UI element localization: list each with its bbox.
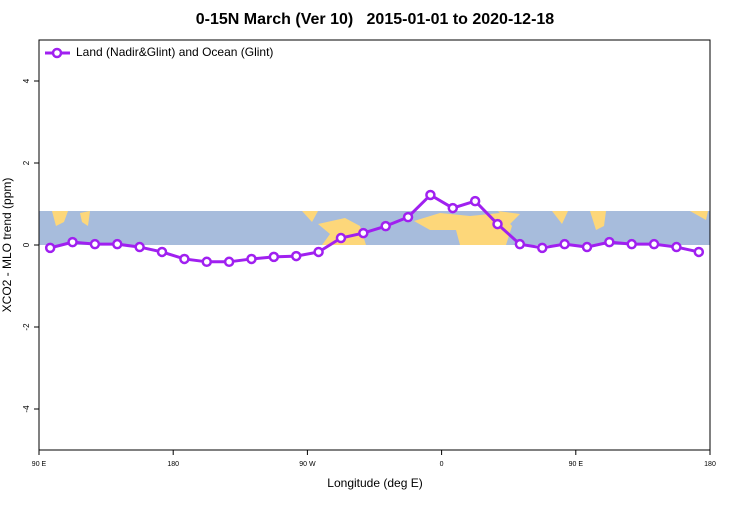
y-tick-label: -2 xyxy=(22,323,31,331)
data-point xyxy=(671,241,682,253)
data-point xyxy=(268,251,280,263)
chart-title: 0-15N March (Ver 10) 2015-01-01 to 2020-… xyxy=(196,11,555,28)
x-tick-label: 180 xyxy=(167,461,179,468)
data-point xyxy=(537,242,548,254)
data-point xyxy=(223,256,235,268)
data-point xyxy=(425,189,436,201)
data-point xyxy=(693,246,705,258)
x-tick-label: 90 E xyxy=(32,461,47,468)
data-point xyxy=(648,238,660,250)
x-axis-label: Longitude (deg E) xyxy=(327,476,422,490)
data-point xyxy=(201,256,212,268)
data-point xyxy=(134,241,145,253)
data-point xyxy=(492,218,503,230)
y-axis-label: XCO2 - MLO trend (ppm) xyxy=(0,178,14,313)
data-point xyxy=(313,246,324,258)
x-tick-label: 180 xyxy=(704,461,716,468)
x-tick-label: 90 E xyxy=(569,461,584,468)
y-tick-label: -4 xyxy=(22,405,31,413)
legend-label: Land (Nadir&Glint) and Ocean (Glint) xyxy=(76,45,273,59)
data-point xyxy=(67,236,78,248)
y-tick-label: 4 xyxy=(22,78,31,83)
data-point xyxy=(156,246,168,258)
map-background xyxy=(39,211,710,245)
y-tick-label: 0 xyxy=(22,242,31,247)
data-point xyxy=(514,238,526,250)
data-point xyxy=(447,202,459,214)
legend-marker xyxy=(51,47,63,59)
data-point xyxy=(246,253,257,265)
data-point xyxy=(89,238,101,250)
data-point xyxy=(335,232,347,244)
data-point xyxy=(559,238,570,250)
data-point xyxy=(604,236,615,248)
data-point xyxy=(380,220,391,232)
data-point xyxy=(44,242,56,254)
data-point xyxy=(112,238,123,250)
data-point xyxy=(358,227,369,239)
x-tick-label: 0 xyxy=(440,461,444,468)
y-tick-label: 2 xyxy=(22,160,31,165)
data-point xyxy=(290,250,302,262)
data-point xyxy=(402,211,414,223)
data-point xyxy=(469,195,481,207)
data-point xyxy=(581,241,593,253)
data-point xyxy=(179,253,190,265)
x-tick-label: 90 W xyxy=(299,461,316,468)
data-point xyxy=(626,238,637,250)
